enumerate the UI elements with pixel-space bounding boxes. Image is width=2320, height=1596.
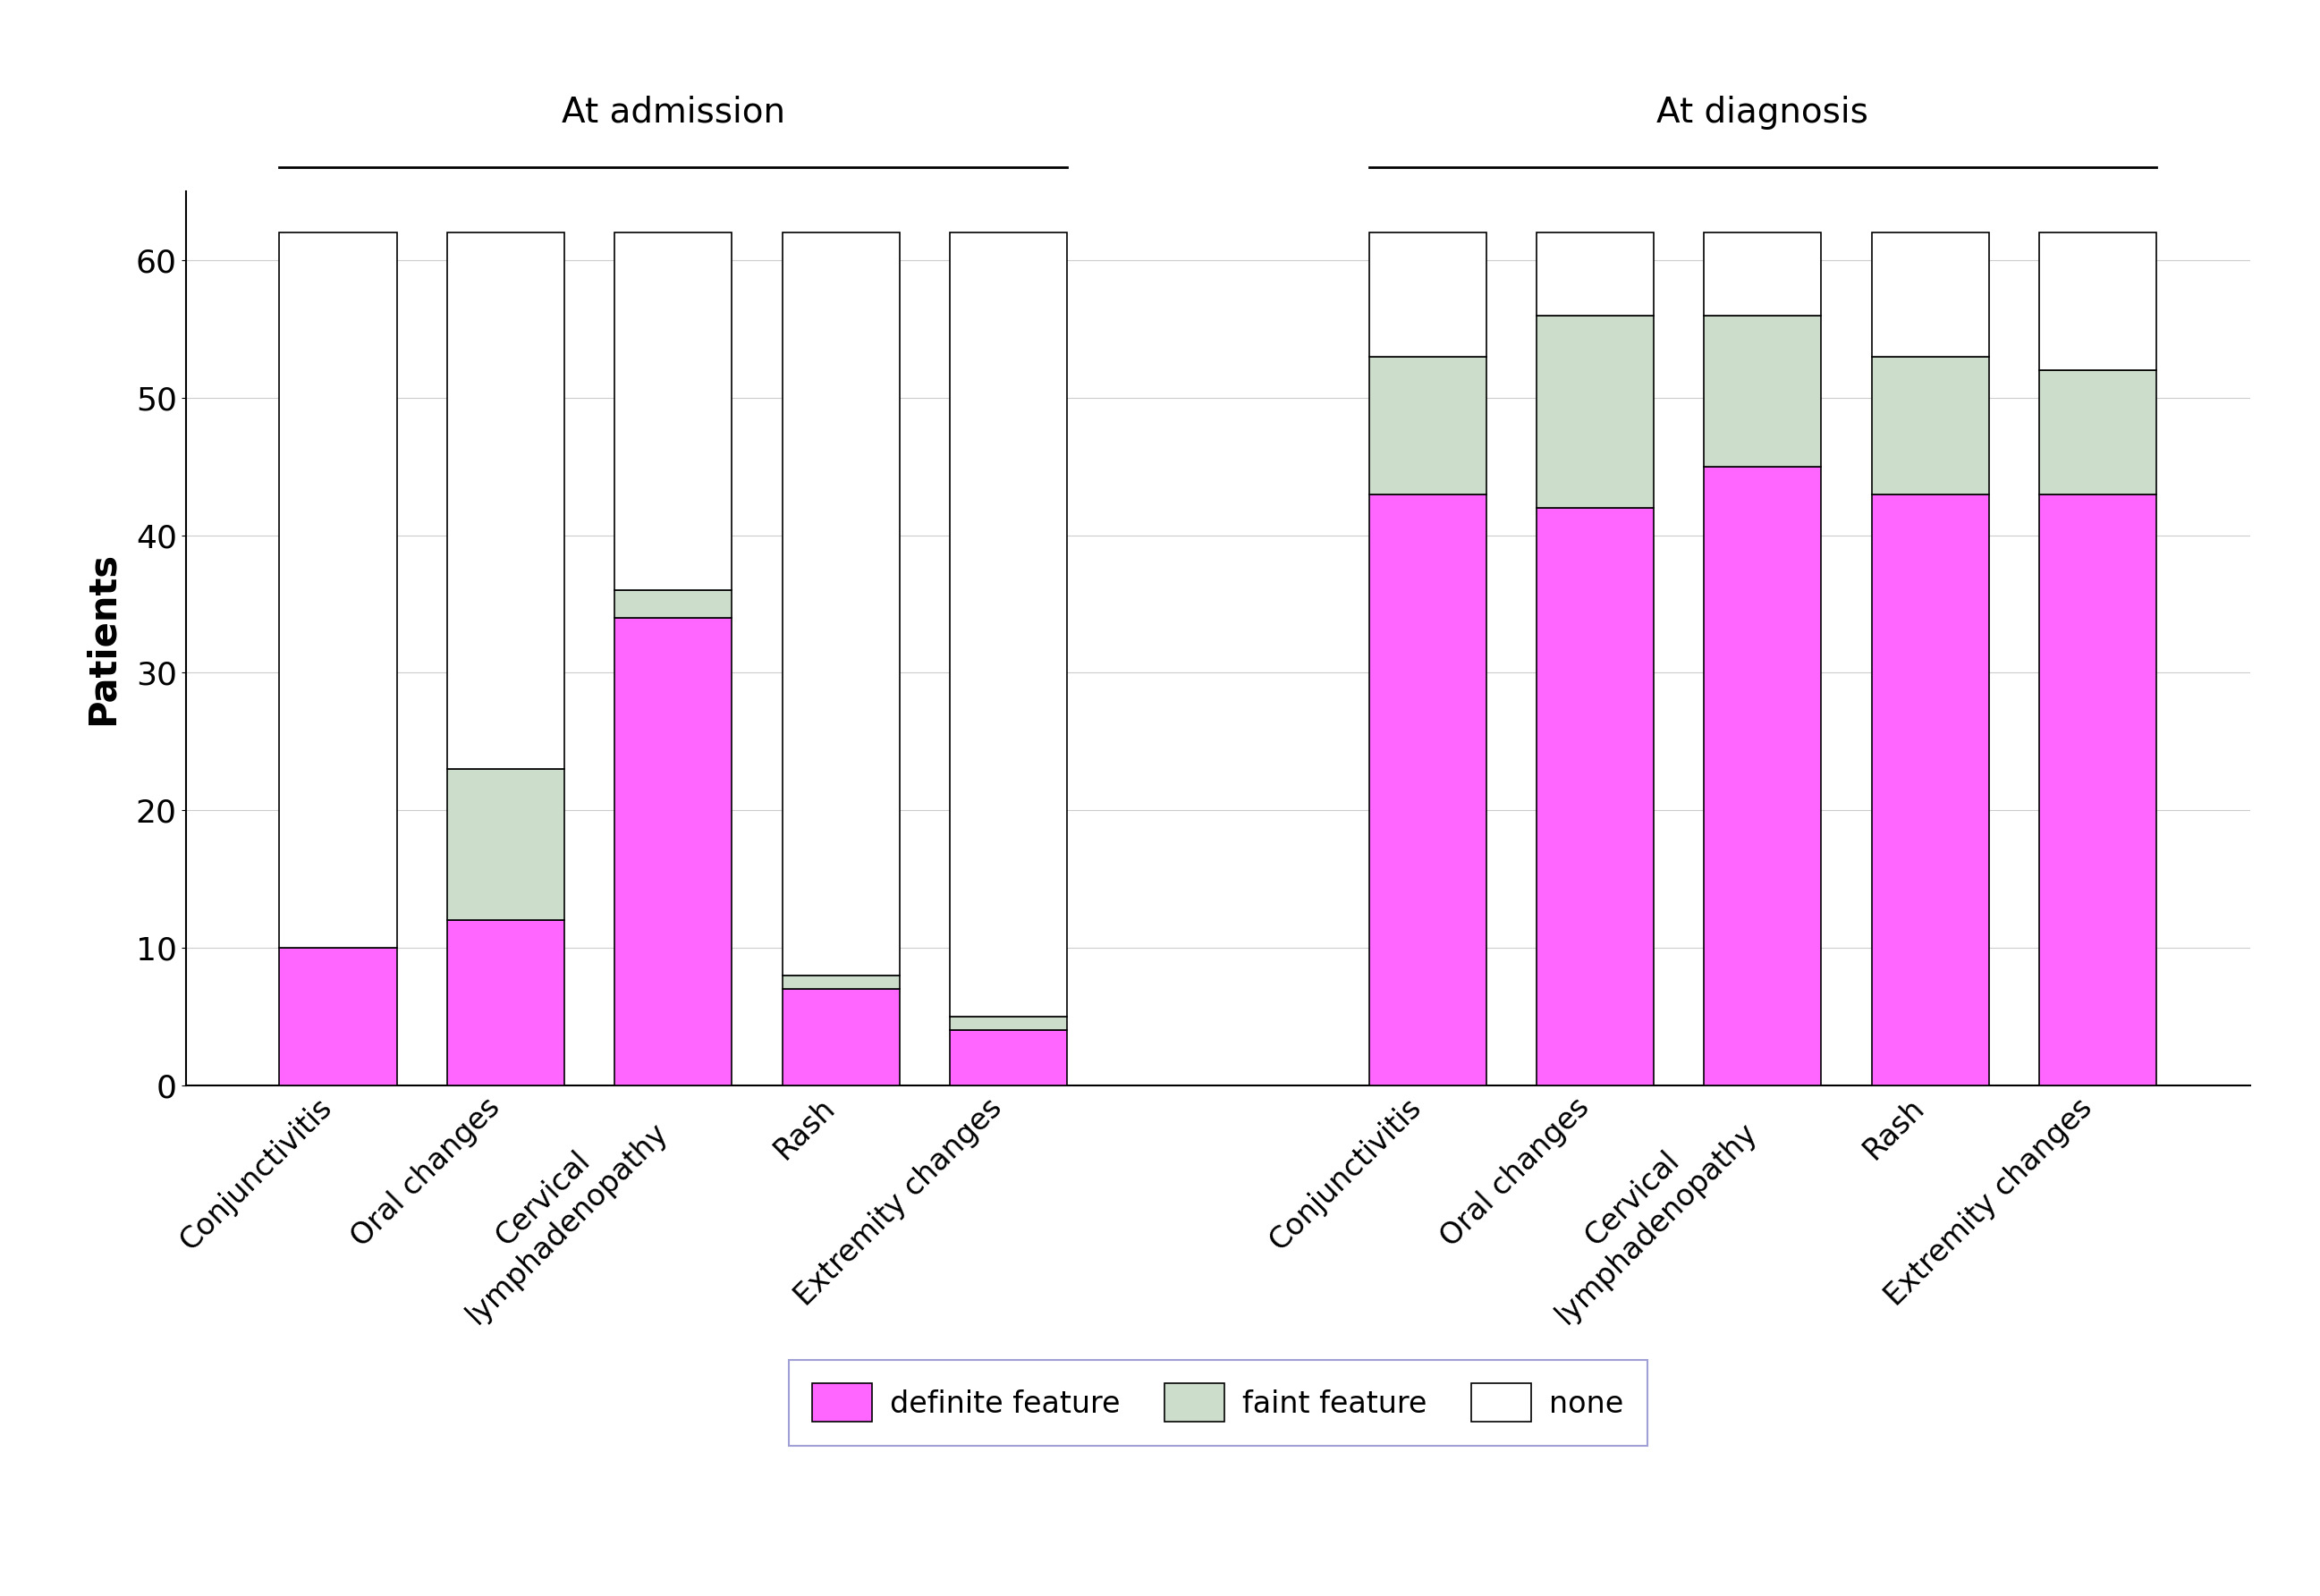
Bar xyxy=(615,591,733,618)
Bar xyxy=(448,921,564,1085)
Bar xyxy=(615,233,733,591)
Bar xyxy=(278,948,397,1085)
Bar xyxy=(1536,316,1654,508)
Bar xyxy=(1872,495,1988,1085)
Bar xyxy=(2039,370,2158,495)
Bar xyxy=(782,990,900,1085)
Bar xyxy=(448,769,564,921)
Bar xyxy=(448,233,564,769)
Bar xyxy=(1703,466,1821,1085)
Bar xyxy=(2039,495,2158,1085)
Bar xyxy=(1872,233,1988,356)
Bar xyxy=(782,975,900,990)
Bar xyxy=(1369,495,1487,1085)
Bar xyxy=(1703,233,1821,316)
Bar xyxy=(1872,356,1988,495)
Bar xyxy=(1536,233,1654,316)
Bar xyxy=(949,1031,1067,1085)
Bar xyxy=(782,233,900,975)
Bar xyxy=(1369,233,1487,356)
Bar xyxy=(1703,316,1821,466)
Bar xyxy=(1536,508,1654,1085)
Bar xyxy=(278,233,397,948)
Bar xyxy=(949,1017,1067,1031)
Text: At diagnosis: At diagnosis xyxy=(1656,96,1868,129)
Text: At admission: At admission xyxy=(561,96,784,129)
Bar xyxy=(1369,356,1487,495)
Y-axis label: Patients: Patients xyxy=(84,552,121,725)
Bar xyxy=(615,618,733,1085)
Bar xyxy=(949,233,1067,1017)
Legend: definite feature, faint feature, none: definite feature, faint feature, none xyxy=(789,1360,1647,1446)
Bar xyxy=(2039,233,2158,370)
